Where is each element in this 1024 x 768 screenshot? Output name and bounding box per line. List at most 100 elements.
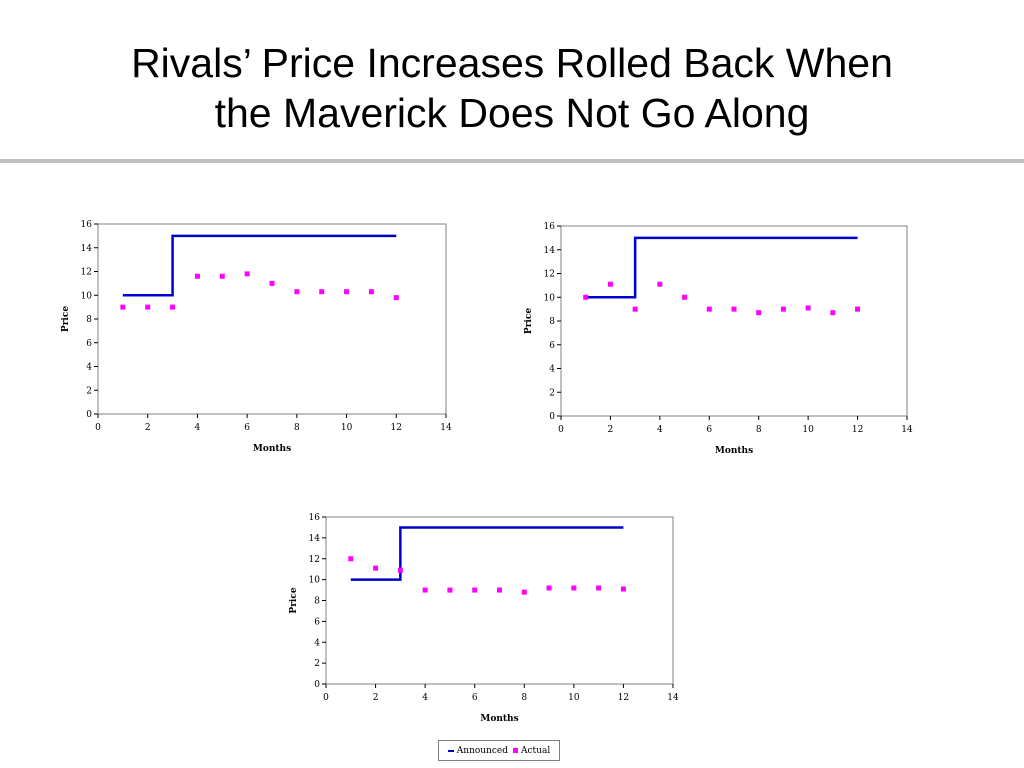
x-tick-label: 2 <box>608 425 614 435</box>
y-axis-label: Price <box>289 587 299 613</box>
x-axis-label: Months <box>480 714 518 724</box>
y-tick-label: 4 <box>86 363 92 373</box>
chart-top-left: 0 2 4 6 8 10 12 14 16 0 2 4 6 8 10 12 14 Months Price <box>61 220 452 454</box>
title-divider <box>0 159 1024 163</box>
announced-series-line <box>585 236 858 299</box>
slide-title: Rivals’ Price Increases Rolled Back When… <box>40 38 984 138</box>
y-tick-label: 8 <box>314 597 320 607</box>
y-tick-label: 0 <box>549 412 555 422</box>
actual-marker-swatch <box>513 748 519 753</box>
actual-point <box>596 585 602 591</box>
x-tick-label: 6 <box>472 693 478 703</box>
actual-point <box>194 273 200 279</box>
y-tick-label: 16 <box>309 513 321 523</box>
y-tick-label: 12 <box>81 268 92 278</box>
actual-point <box>170 304 176 310</box>
x-tick-label: 12 <box>618 693 629 703</box>
x-tick-label: 10 <box>341 423 353 433</box>
actual-point <box>830 310 836 316</box>
actual-point <box>497 587 502 593</box>
chart-top-right: 0 2 4 6 8 10 12 14 16 0 2 4 6 8 10 12 14 Months Price <box>524 222 913 456</box>
y-tick-label: 16 <box>81 220 93 230</box>
actual-point <box>706 306 712 312</box>
x-tick-label: 8 <box>521 693 527 703</box>
actual-point <box>472 587 478 593</box>
y-tick-label: 4 <box>549 365 555 375</box>
actual-point <box>393 295 399 301</box>
x-tick-label: 4 <box>422 693 428 703</box>
actual-point <box>731 306 737 312</box>
actual-point <box>145 304 151 310</box>
actual-point <box>682 294 688 300</box>
x-tick-label: 6 <box>244 423 250 433</box>
legend-item-announced: Announced <box>447 745 509 756</box>
legend-announced-label: Announced <box>456 745 509 756</box>
legend-actual-label: Actual <box>521 745 551 756</box>
y-tick-label: 4 <box>314 638 320 648</box>
actual-point <box>521 589 527 595</box>
actual-point <box>855 306 861 312</box>
y-tick-label: 6 <box>549 341 555 351</box>
announced-series-line <box>122 234 397 297</box>
x-tick-label: 12 <box>852 425 863 435</box>
announced-line-swatch <box>447 749 454 752</box>
actual-point <box>120 304 126 310</box>
x-tick-label: 2 <box>145 423 151 433</box>
x-tick-label: 4 <box>195 423 201 433</box>
actual-point <box>422 587 428 593</box>
x-tick-label: 8 <box>294 423 300 433</box>
actual-point <box>319 289 325 295</box>
y-tick-label: 8 <box>86 315 92 325</box>
actual-point <box>219 273 225 279</box>
y-tick-label: 12 <box>544 270 555 280</box>
plot-area <box>325 516 674 685</box>
y-tick-label: 6 <box>86 339 92 349</box>
x-tick-label: 0 <box>558 425 564 435</box>
y-tick-label: 2 <box>549 388 555 398</box>
slide-title-line-1: Rivals’ Price Increases Rolled Back When <box>131 40 893 86</box>
x-axis-label: Months <box>253 444 291 454</box>
x-axis-label: Months <box>715 446 753 456</box>
actual-point <box>373 565 379 571</box>
plot-area <box>560 225 908 417</box>
y-tick-label: 8 <box>549 317 555 327</box>
actual-point <box>348 556 354 562</box>
x-tick-label: 12 <box>391 423 402 433</box>
y-tick-label: 0 <box>86 410 92 420</box>
y-tick-label: 10 <box>544 293 556 303</box>
slide-title-line-2: the Maverick Does Not Go Along <box>214 90 810 136</box>
actual-point <box>571 585 577 591</box>
y-tick-label: 2 <box>314 659 320 669</box>
x-tick-label: 2 <box>373 693 379 703</box>
actual-point <box>780 306 786 312</box>
x-tick-label: 10 <box>568 693 580 703</box>
x-tick-label: 0 <box>95 423 101 433</box>
actual-point <box>632 306 638 312</box>
x-tick-label: 8 <box>756 425 762 435</box>
y-axis-label: Price <box>61 306 71 332</box>
y-tick-label: 14 <box>81 244 93 254</box>
actual-point <box>344 289 350 295</box>
x-tick-label: 14 <box>440 423 452 433</box>
y-tick-label: 10 <box>81 291 93 301</box>
y-tick-label: 0 <box>314 680 320 690</box>
actual-point <box>657 281 663 287</box>
x-tick-label: 14 <box>667 693 679 703</box>
y-axis-label: Price <box>524 308 534 334</box>
chart-legend: Announced Actual <box>438 740 560 761</box>
actual-point <box>447 587 453 593</box>
x-tick-label: 14 <box>901 425 913 435</box>
y-tick-label: 16 <box>544 222 556 232</box>
y-tick-label: 6 <box>314 617 320 627</box>
plot-area <box>97 223 447 415</box>
actual-point <box>244 271 250 277</box>
y-tick-label: 2 <box>86 386 92 396</box>
actual-point <box>620 586 626 592</box>
x-tick-label: 0 <box>323 693 329 703</box>
actual-point <box>269 280 275 286</box>
actual-point <box>368 289 374 295</box>
legend-item-actual: Actual <box>513 746 550 756</box>
y-tick-label: 14 <box>309 534 321 544</box>
actual-point <box>583 294 589 300</box>
x-tick-label: 6 <box>706 425 712 435</box>
